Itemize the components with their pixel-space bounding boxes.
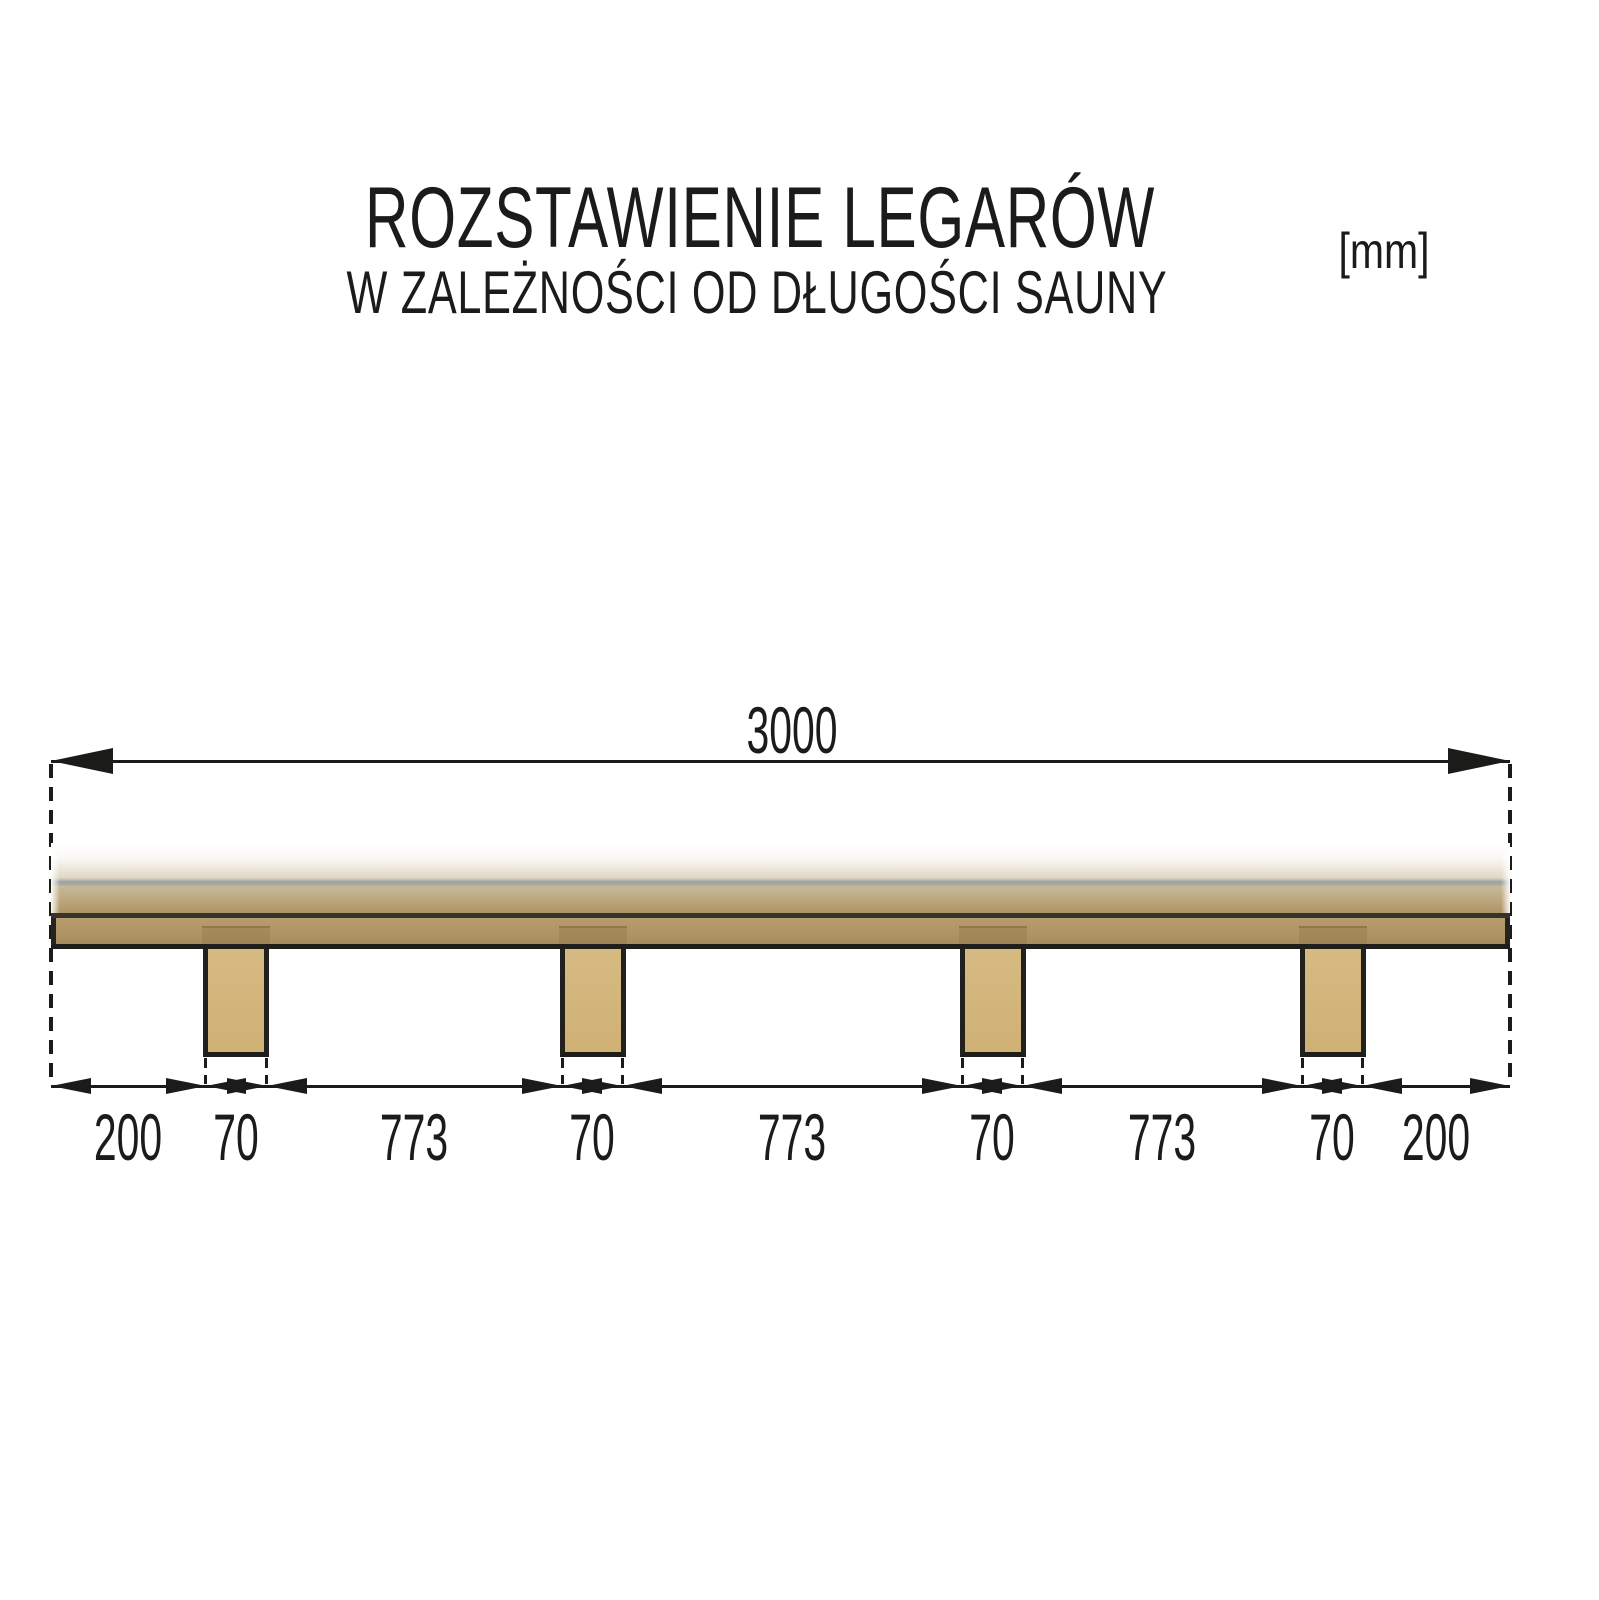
total-length-label: 3000 <box>746 693 838 767</box>
beam <box>51 918 1510 944</box>
beam-notch <box>559 926 627 944</box>
dimension-label: 70 <box>969 1100 1015 1174</box>
joist-extension-line <box>1300 1058 1304 1084</box>
joist <box>560 949 626 1057</box>
page-subtitle: W ZALEŻNOŚCI OD DŁUGOŚCI SAUNY <box>346 259 1168 326</box>
dimension-label: 773 <box>1127 1100 1197 1174</box>
dimension-label: 70 <box>569 1100 615 1174</box>
joist-extension-line <box>1020 1058 1024 1084</box>
joist <box>203 949 269 1057</box>
arrowhead-left-icon <box>51 747 113 774</box>
beam-notch <box>1299 926 1367 944</box>
joist <box>960 949 1026 1057</box>
deck-wood <box>51 884 1510 913</box>
deck-fade <box>51 843 1510 882</box>
joist-extension-line <box>265 1058 268 1084</box>
floor-deck <box>51 843 1510 913</box>
bottom-dimension-line <box>51 1085 1510 1088</box>
dimension-label: 773 <box>380 1100 449 1174</box>
joist-extension-line <box>560 1058 564 1084</box>
arrowhead-right-icon <box>1448 747 1510 774</box>
dimension-label: 70 <box>1309 1100 1355 1174</box>
beam-notch <box>202 926 270 944</box>
beam-notch <box>959 926 1027 944</box>
deck-edge-fade-right <box>1501 843 1510 913</box>
beam-top-edge <box>51 913 1510 918</box>
deck-edge-fade-left <box>51 843 60 913</box>
dimension-label: 200 <box>1401 1100 1471 1174</box>
dimension-label: 70 <box>213 1100 259 1174</box>
beam-bottom-edge <box>51 944 1510 949</box>
joist-extension-line <box>960 1058 964 1084</box>
deck-gray-line <box>51 878 1510 887</box>
dimension-label: 773 <box>757 1100 827 1174</box>
units-label: [mm] <box>1338 223 1430 279</box>
joist-extension-line <box>204 1058 207 1084</box>
joist-extension-line <box>620 1058 624 1084</box>
page-title: ROZSTAWIENIE LEGARÓW <box>365 170 1155 266</box>
joist <box>1300 949 1366 1057</box>
joist-extension-line <box>1360 1058 1364 1084</box>
extension-line-right <box>1508 764 1512 1086</box>
total-dimension-line <box>51 759 1510 763</box>
dimension-label: 200 <box>94 1100 163 1174</box>
